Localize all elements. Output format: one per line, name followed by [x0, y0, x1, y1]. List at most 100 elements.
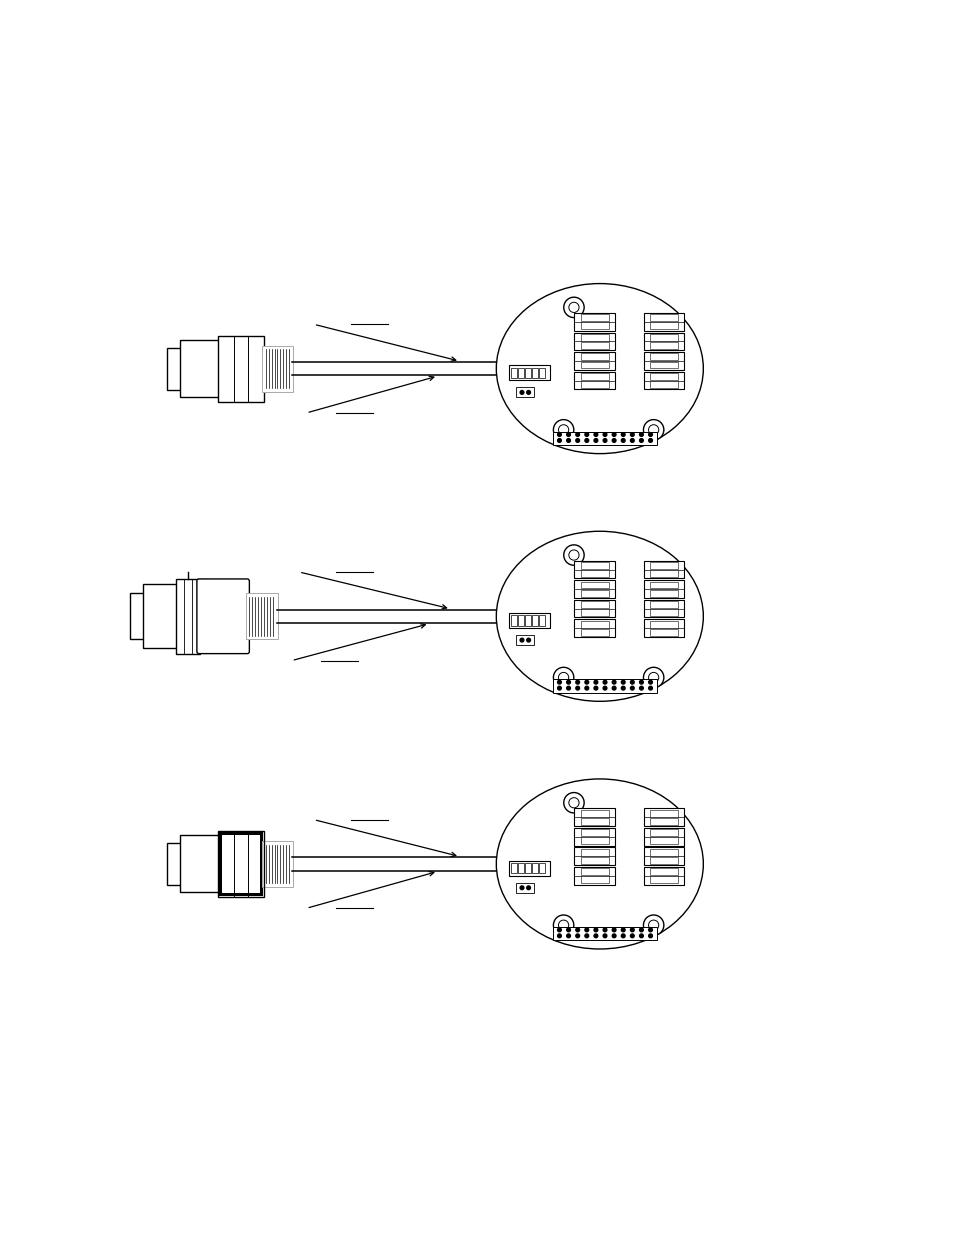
Circle shape: [584, 927, 588, 931]
FancyBboxPatch shape: [649, 589, 678, 597]
FancyBboxPatch shape: [538, 615, 544, 626]
Circle shape: [630, 680, 634, 684]
Circle shape: [576, 438, 578, 442]
FancyBboxPatch shape: [643, 352, 683, 369]
Circle shape: [563, 793, 583, 813]
FancyBboxPatch shape: [649, 373, 678, 380]
FancyBboxPatch shape: [580, 342, 608, 348]
Circle shape: [519, 885, 523, 889]
Circle shape: [648, 687, 652, 690]
FancyBboxPatch shape: [574, 312, 615, 331]
FancyBboxPatch shape: [180, 836, 219, 893]
FancyBboxPatch shape: [524, 368, 530, 378]
FancyBboxPatch shape: [580, 315, 608, 321]
FancyBboxPatch shape: [510, 368, 517, 378]
Ellipse shape: [496, 531, 702, 701]
Circle shape: [557, 934, 560, 937]
Circle shape: [630, 687, 634, 690]
FancyBboxPatch shape: [180, 340, 219, 398]
FancyBboxPatch shape: [574, 600, 615, 618]
FancyBboxPatch shape: [516, 883, 534, 893]
FancyBboxPatch shape: [580, 589, 608, 597]
FancyBboxPatch shape: [574, 332, 615, 351]
FancyBboxPatch shape: [649, 333, 678, 341]
FancyBboxPatch shape: [246, 593, 278, 640]
Circle shape: [594, 438, 598, 442]
FancyBboxPatch shape: [580, 373, 608, 380]
FancyBboxPatch shape: [580, 877, 608, 883]
Circle shape: [519, 390, 523, 394]
FancyBboxPatch shape: [574, 827, 615, 846]
FancyBboxPatch shape: [524, 615, 530, 626]
Circle shape: [602, 432, 606, 436]
Circle shape: [648, 438, 652, 442]
Circle shape: [612, 432, 616, 436]
Circle shape: [576, 687, 578, 690]
Circle shape: [558, 920, 568, 930]
Circle shape: [566, 687, 570, 690]
Circle shape: [594, 432, 598, 436]
FancyBboxPatch shape: [643, 809, 683, 826]
Circle shape: [648, 680, 652, 684]
FancyBboxPatch shape: [649, 837, 678, 845]
FancyBboxPatch shape: [517, 615, 523, 626]
Circle shape: [566, 432, 570, 436]
Circle shape: [563, 545, 583, 566]
Ellipse shape: [496, 284, 702, 453]
Circle shape: [612, 680, 616, 684]
FancyBboxPatch shape: [574, 809, 615, 826]
FancyBboxPatch shape: [580, 629, 608, 636]
FancyBboxPatch shape: [167, 844, 181, 885]
Circle shape: [557, 687, 560, 690]
Circle shape: [557, 680, 560, 684]
FancyBboxPatch shape: [643, 312, 683, 331]
Ellipse shape: [496, 779, 702, 948]
FancyBboxPatch shape: [167, 347, 181, 390]
Circle shape: [584, 432, 588, 436]
FancyBboxPatch shape: [649, 322, 678, 330]
Circle shape: [566, 934, 570, 937]
Circle shape: [620, 680, 624, 684]
Circle shape: [648, 672, 659, 683]
FancyBboxPatch shape: [574, 867, 615, 884]
FancyBboxPatch shape: [552, 431, 657, 445]
FancyBboxPatch shape: [649, 342, 678, 348]
FancyBboxPatch shape: [509, 613, 549, 629]
Circle shape: [648, 934, 652, 937]
Circle shape: [566, 680, 570, 684]
Circle shape: [620, 934, 624, 937]
FancyBboxPatch shape: [532, 863, 537, 873]
FancyBboxPatch shape: [580, 333, 608, 341]
FancyBboxPatch shape: [580, 837, 608, 845]
Circle shape: [639, 934, 642, 937]
Circle shape: [576, 927, 578, 931]
FancyBboxPatch shape: [130, 593, 144, 640]
Circle shape: [612, 934, 616, 937]
Circle shape: [584, 438, 588, 442]
Circle shape: [648, 425, 659, 435]
FancyBboxPatch shape: [649, 571, 678, 577]
Circle shape: [584, 934, 588, 937]
Circle shape: [526, 390, 530, 394]
Circle shape: [594, 927, 598, 931]
Circle shape: [642, 915, 663, 935]
FancyBboxPatch shape: [580, 601, 608, 608]
Circle shape: [566, 438, 570, 442]
Circle shape: [568, 798, 578, 808]
Circle shape: [566, 927, 570, 931]
Circle shape: [602, 934, 606, 937]
FancyBboxPatch shape: [649, 868, 678, 876]
FancyBboxPatch shape: [580, 857, 608, 863]
FancyBboxPatch shape: [649, 810, 678, 816]
Circle shape: [602, 927, 606, 931]
Circle shape: [639, 680, 642, 684]
FancyBboxPatch shape: [580, 382, 608, 388]
Circle shape: [526, 885, 530, 889]
FancyBboxPatch shape: [649, 582, 678, 588]
Circle shape: [639, 438, 642, 442]
Circle shape: [630, 934, 634, 937]
FancyBboxPatch shape: [580, 562, 608, 569]
FancyBboxPatch shape: [574, 372, 615, 389]
FancyBboxPatch shape: [574, 580, 615, 598]
FancyBboxPatch shape: [643, 561, 683, 578]
